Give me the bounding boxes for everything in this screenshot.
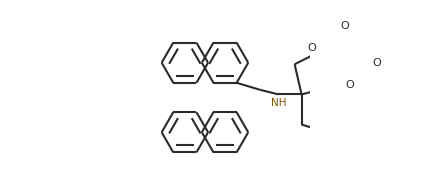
- Text: O: O: [373, 58, 381, 68]
- Text: NH: NH: [271, 98, 286, 108]
- Text: O: O: [340, 21, 349, 31]
- Text: O: O: [345, 81, 354, 90]
- Text: O: O: [308, 43, 316, 53]
